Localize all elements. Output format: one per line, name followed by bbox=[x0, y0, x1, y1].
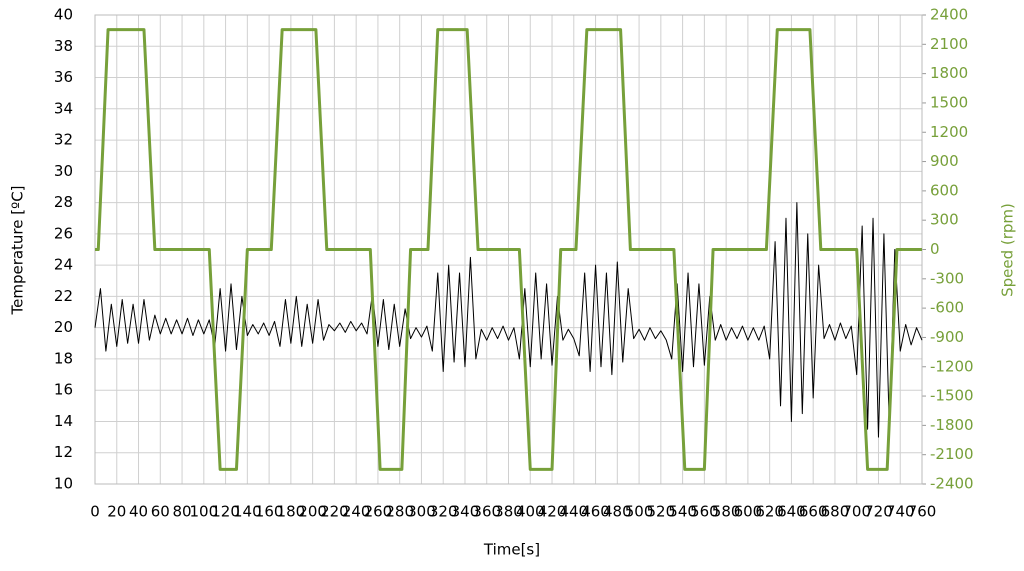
x-tick-label: 480 bbox=[603, 503, 632, 521]
x-tick-label: 660 bbox=[799, 503, 828, 521]
y2-tick-label: -900 bbox=[930, 328, 964, 346]
y-tick-label: 14 bbox=[54, 412, 73, 430]
y2-tick-label: -1800 bbox=[930, 416, 974, 434]
x-tick-label: 360 bbox=[472, 503, 501, 521]
x-tick-label: 160 bbox=[255, 503, 284, 521]
x-tick-label: 540 bbox=[668, 503, 697, 521]
y-tick-label: 16 bbox=[54, 381, 73, 399]
x-tick-label: 440 bbox=[559, 503, 588, 521]
x-tick-label: 720 bbox=[864, 503, 893, 521]
x-tick-label: 100 bbox=[189, 503, 218, 521]
y-tick-label: 12 bbox=[54, 443, 73, 461]
y-tick-label: 10 bbox=[54, 475, 73, 493]
y2-tick-label: -1500 bbox=[930, 387, 974, 405]
y-tick-label: 26 bbox=[54, 224, 73, 242]
x-tick-label: 620 bbox=[755, 503, 784, 521]
x-tick-label: 520 bbox=[647, 503, 676, 521]
x-axis-label: Time[s] bbox=[483, 541, 540, 559]
y-tick-label: 38 bbox=[54, 37, 73, 55]
y2-tick-label: 0 bbox=[930, 240, 940, 258]
x-tick-label: 140 bbox=[233, 503, 262, 521]
x-tick-label: 340 bbox=[451, 503, 480, 521]
y2-tick-label: -1200 bbox=[930, 357, 974, 375]
y-tick-label: 36 bbox=[54, 68, 73, 86]
x-tick-label: 220 bbox=[320, 503, 349, 521]
y-axis-label: Temperature [ºC] bbox=[9, 185, 27, 315]
y2-tick-label: 900 bbox=[930, 152, 959, 170]
x-tick-label: 20 bbox=[107, 503, 126, 521]
y-tick-label: 30 bbox=[54, 162, 73, 180]
y2-tick-label: -600 bbox=[930, 299, 964, 317]
y2-tick-label: 1500 bbox=[930, 93, 968, 111]
x-tick-label: 600 bbox=[734, 503, 763, 521]
y-tick-label: 34 bbox=[54, 99, 73, 117]
x-tick-label: 320 bbox=[429, 503, 458, 521]
y2-tick-label: -2400 bbox=[930, 475, 974, 493]
x-tick-label: 40 bbox=[129, 503, 148, 521]
x-tick-label: 80 bbox=[173, 503, 192, 521]
y-tick-label: 22 bbox=[54, 287, 73, 305]
x-tick-label: 260 bbox=[364, 503, 393, 521]
x-tick-label: 740 bbox=[886, 503, 915, 521]
y-tick-label: 40 bbox=[54, 6, 73, 24]
x-tick-label: 280 bbox=[385, 503, 414, 521]
x-tick-label: 640 bbox=[777, 503, 806, 521]
y-tick-label: 18 bbox=[54, 349, 73, 367]
y2-tick-label: 2400 bbox=[930, 6, 968, 24]
x-tick-label: 240 bbox=[342, 503, 371, 521]
x-tick-label: 180 bbox=[277, 503, 306, 521]
x-tick-label: 120 bbox=[211, 503, 240, 521]
y2-tick-label: 1800 bbox=[930, 64, 968, 82]
y-tick-label: 20 bbox=[54, 318, 73, 336]
y-tick-label: 24 bbox=[54, 256, 73, 274]
x-tick-label: 500 bbox=[625, 503, 654, 521]
x-tick-label: 200 bbox=[298, 503, 327, 521]
y-tick-label: 32 bbox=[54, 131, 73, 149]
y2-axis-label: Speed (rpm) bbox=[999, 203, 1017, 297]
y2-tick-label: 2100 bbox=[930, 35, 968, 53]
x-tick-label: 380 bbox=[494, 503, 523, 521]
x-tick-label: 400 bbox=[516, 503, 545, 521]
x-tick-label: 0 bbox=[90, 503, 100, 521]
series-line bbox=[95, 28, 922, 471]
x-tick-label: 760 bbox=[908, 503, 937, 521]
x-tick-label: 300 bbox=[407, 503, 436, 521]
y2-tick-label: -300 bbox=[930, 269, 964, 287]
series-line bbox=[94, 202, 923, 438]
y2-tick-label: 300 bbox=[930, 211, 959, 229]
x-tick-label: 700 bbox=[842, 503, 871, 521]
y2-tick-label: 600 bbox=[930, 181, 959, 199]
x-tick-label: 560 bbox=[690, 503, 719, 521]
x-tick-label: 420 bbox=[538, 503, 567, 521]
y2-tick-label: -2100 bbox=[930, 445, 974, 463]
x-tick-label: 60 bbox=[151, 503, 170, 521]
y2-tick-label: 1200 bbox=[930, 123, 968, 141]
y-tick-label: 28 bbox=[54, 193, 73, 211]
x-tick-label: 580 bbox=[712, 503, 741, 521]
x-tick-label: 460 bbox=[581, 503, 610, 521]
x-tick-label: 680 bbox=[821, 503, 850, 521]
